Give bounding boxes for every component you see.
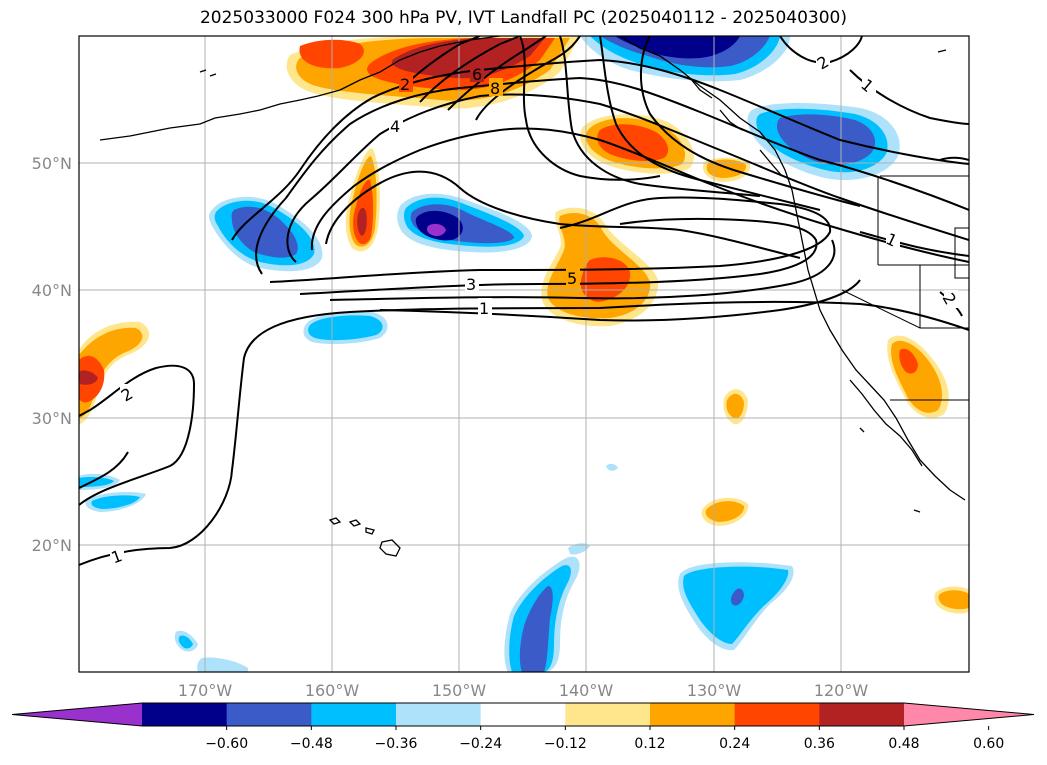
colorbar-segment xyxy=(734,703,820,726)
colorbar-tick-label: 0.12 xyxy=(634,736,665,752)
ivt-contours xyxy=(79,36,969,566)
colorbar-tick-label: −0.24 xyxy=(459,736,502,752)
colorbar-extend-min xyxy=(12,703,142,726)
longitude-labels: 170°W 160°W 150°W 140°W 130°W 120°W xyxy=(178,681,869,700)
contour-north-c xyxy=(447,36,547,111)
map-frame xyxy=(78,35,970,673)
lon-label: 120°W xyxy=(814,681,869,700)
contour-jet-1 xyxy=(231,58,969,241)
contour-north-d xyxy=(475,36,581,121)
contour-2 xyxy=(79,364,196,506)
contour-label: 1 xyxy=(479,299,489,318)
lon-label: 140°W xyxy=(559,681,614,700)
colorbar-tick-label: −0.36 xyxy=(375,736,418,752)
contour-label: 8 xyxy=(490,79,500,98)
map-layers: 2 6 8 4 3 1 5 2 1 2 1 2 1 xyxy=(79,36,969,672)
colorbar-tick-label: −0.12 xyxy=(544,736,587,752)
contour-ne-2b xyxy=(939,156,969,161)
map-title: 2025033000 F024 300 hPa PV, IVT Landfall… xyxy=(199,8,847,28)
colorbar-outline xyxy=(11,702,1035,727)
contour-core-1 xyxy=(269,196,832,283)
colorbar-segment xyxy=(226,703,312,726)
colorbar-tick-label: 0.24 xyxy=(719,736,750,752)
colorbar-segment xyxy=(142,703,228,726)
colorbar-tick-label: 0.36 xyxy=(804,736,835,752)
contour-core-2 xyxy=(299,217,818,295)
contour-label: 6 xyxy=(472,65,482,84)
contour-core-3 xyxy=(329,239,836,301)
contour-label: 5 xyxy=(567,269,577,288)
contour-north-g xyxy=(599,36,821,211)
colorbar: −0.60 −0.48 −0.36 −0.24 −0.12 0.12 0.24 0.36 0.4… xyxy=(11,702,1035,752)
latitude-labels: 50°N 40°N 30°N 20°N xyxy=(32,154,72,555)
lat-label: 50°N xyxy=(32,154,72,173)
contour-jet-3 xyxy=(286,93,969,263)
lat-label: 40°N xyxy=(32,281,72,300)
lon-label: 160°W xyxy=(305,681,360,700)
contour-jet-2 xyxy=(255,76,969,275)
gridlines xyxy=(79,36,969,672)
contour-label: 2 xyxy=(400,75,410,94)
colorbar-segment xyxy=(819,703,905,726)
colorbar-segment xyxy=(650,703,736,726)
lon-label: 170°W xyxy=(178,681,233,700)
contour-west-1 xyxy=(79,451,129,489)
lat-label: 30°N xyxy=(32,409,72,428)
colorbar-segment xyxy=(565,703,651,726)
contour-north-b xyxy=(419,36,521,103)
contour-east-1 xyxy=(859,231,969,257)
contour-north-h xyxy=(640,36,861,207)
colorbar-segment xyxy=(311,703,397,726)
colorbar-extend-max xyxy=(904,703,1034,726)
lat-label: 20°N xyxy=(32,536,72,555)
colorbar-tick-label: −0.48 xyxy=(290,736,333,752)
contour-north-f xyxy=(559,36,761,197)
lon-label: 150°W xyxy=(432,681,487,700)
colorbar-tick-label: 0.48 xyxy=(888,736,919,752)
colorbar-segment xyxy=(396,703,482,726)
contour-label: 3 xyxy=(466,275,476,294)
contour-label: 4 xyxy=(390,117,400,136)
contour-labels: 2 6 8 4 3 1 5 2 1 2 1 2 1 xyxy=(109,52,960,567)
colorbar-segment xyxy=(480,703,566,726)
lon-label: 130°W xyxy=(687,681,742,700)
contour-jet-5 xyxy=(325,170,801,259)
colorbar-tick-label: −0.60 xyxy=(205,736,248,752)
colorbar-tick-label: 0.60 xyxy=(973,736,1004,752)
